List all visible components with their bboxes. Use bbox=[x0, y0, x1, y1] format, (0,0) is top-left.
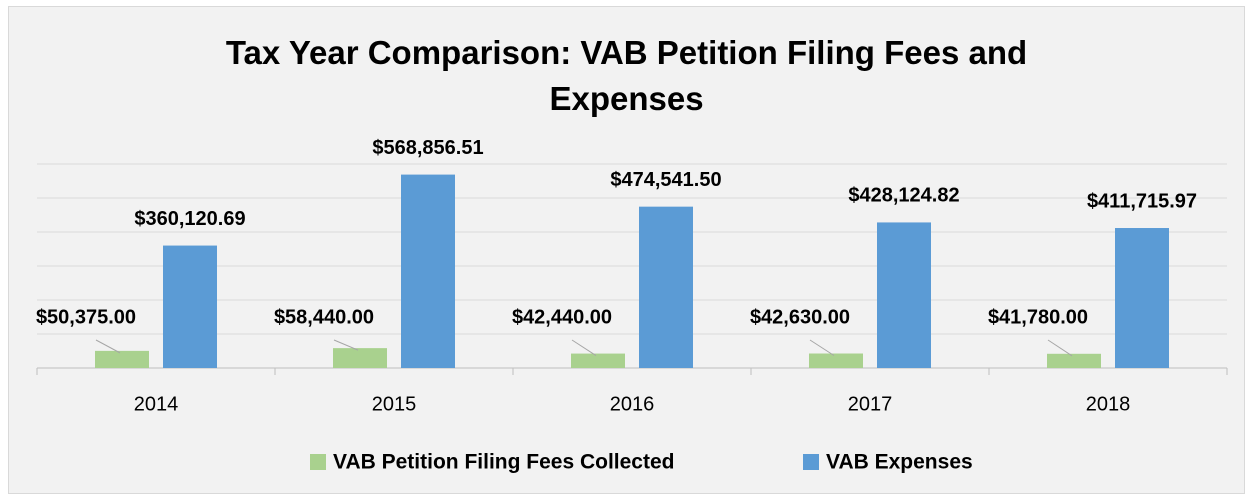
data-label: $474,541.50 bbox=[610, 169, 721, 191]
data-label: $568,856.51 bbox=[372, 137, 483, 159]
x-tick-label: 2016 bbox=[610, 393, 655, 415]
bar bbox=[401, 174, 455, 368]
data-label: $42,440.00 bbox=[512, 306, 612, 328]
leader-line bbox=[95, 339, 121, 354]
x-tick-label: 2014 bbox=[134, 393, 179, 415]
bar bbox=[1047, 353, 1101, 368]
data-label: $58,440.00 bbox=[274, 306, 374, 328]
data-label: $428,124.82 bbox=[848, 185, 959, 207]
leader-line bbox=[333, 339, 359, 351]
data-label: $360,120.69 bbox=[134, 208, 245, 230]
leader-line bbox=[809, 339, 835, 356]
legend-label: VAB Petition Filing Fees Collected bbox=[333, 451, 675, 474]
x-tick-label: 2015 bbox=[372, 393, 417, 415]
data-label: $42,630.00 bbox=[750, 306, 850, 328]
bar bbox=[571, 353, 625, 368]
chart-title: Tax Year Comparison: VAB Petition Filing… bbox=[225, 34, 1028, 117]
legend-swatch bbox=[803, 454, 819, 470]
leader-line bbox=[571, 339, 597, 356]
bar bbox=[95, 350, 149, 368]
x-tick-label: 2018 bbox=[1086, 393, 1131, 415]
bar bbox=[877, 222, 931, 368]
data-label: $411,715.97 bbox=[1087, 190, 1197, 212]
x-tick-label: 2017 bbox=[848, 393, 893, 415]
data-label: $41,780.00 bbox=[988, 306, 1088, 328]
data-label: $50,375.00 bbox=[36, 306, 136, 328]
bar bbox=[1115, 228, 1169, 368]
bar bbox=[333, 348, 387, 368]
bar bbox=[639, 206, 693, 368]
bar bbox=[163, 245, 217, 368]
legend-label: VAB Expenses bbox=[826, 451, 973, 474]
bar bbox=[809, 353, 863, 368]
legend-swatch bbox=[310, 454, 326, 470]
leader-line bbox=[1047, 339, 1073, 357]
